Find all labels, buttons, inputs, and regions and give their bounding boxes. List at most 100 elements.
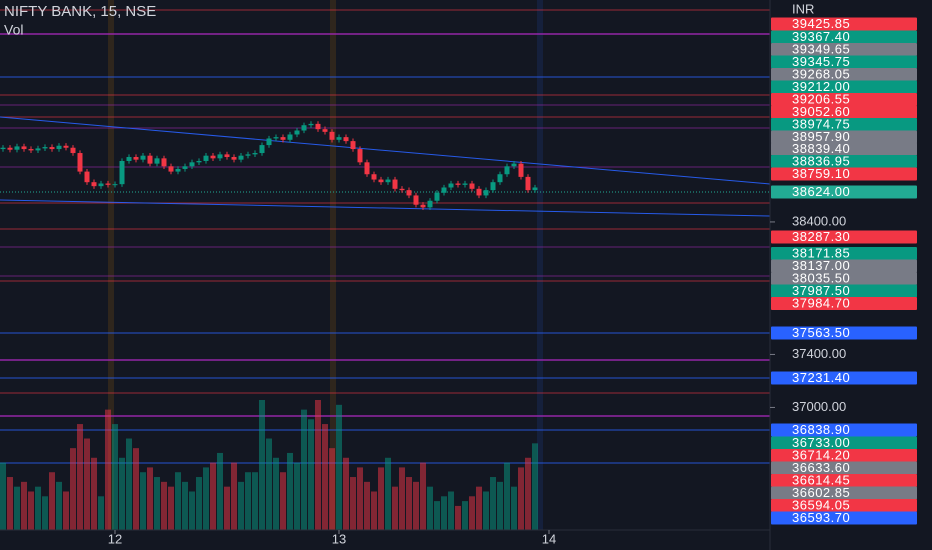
volume-bar (0, 462, 6, 530)
price-tag-label: 38839.40 (792, 141, 850, 156)
volume-bar (413, 481, 419, 530)
volume-bar (329, 448, 335, 530)
volume-bar (462, 501, 468, 530)
price-tag-label: 36714.20 (792, 447, 850, 462)
volume-bar (84, 438, 90, 530)
candle-body (385, 179, 391, 183)
x-tick-label: 12 (108, 531, 122, 546)
candle-body (105, 183, 111, 185)
price-tag (771, 449, 917, 462)
price-tag (771, 326, 917, 340)
candle-body (511, 163, 517, 167)
price-tag-label: 36594.05 (792, 497, 850, 512)
candle-body (231, 157, 237, 160)
price-tag-label: 37563.50 (792, 325, 850, 340)
price-tag-label: 38171.85 (792, 245, 850, 260)
volume-bar (119, 457, 125, 530)
volume-bar (483, 491, 489, 530)
candle-body (378, 179, 384, 183)
price-tag (771, 30, 917, 44)
currency: INR (792, 1, 814, 16)
volume-bar (364, 481, 370, 530)
volume-bar (399, 467, 405, 530)
volume-bar (280, 472, 286, 530)
candle-body (196, 160, 202, 163)
price-tag (771, 461, 917, 475)
candle-body (483, 190, 489, 196)
price-tag (771, 272, 917, 285)
volume-bar (378, 467, 384, 530)
candle-body (210, 155, 216, 159)
price-tag-label: 39206.55 (792, 91, 850, 106)
candle-body (406, 190, 412, 196)
price-tag-label: 38836.95 (792, 153, 850, 168)
candle-body (49, 147, 55, 150)
volume-bar (161, 481, 167, 530)
volume-bar (49, 472, 55, 530)
volume-bar (511, 486, 517, 530)
price-tag (771, 155, 917, 168)
volume-bar (147, 467, 153, 530)
price-tag-label: 39052.60 (792, 104, 850, 119)
volume-bar (525, 457, 531, 530)
price-tag (771, 55, 917, 69)
price-tag (771, 167, 917, 181)
y-tick-label: 38400.00 (792, 213, 846, 228)
separator (330, 0, 336, 530)
volume-bar (420, 462, 426, 530)
candle-body (140, 155, 146, 160)
volume-bar (28, 491, 34, 530)
volume-bar (7, 477, 13, 530)
volume-bar (231, 462, 237, 530)
candle-body (14, 146, 20, 150)
candle-body (455, 183, 461, 185)
volume-bar (301, 409, 307, 530)
price-tag (771, 118, 917, 131)
x-tick-label: 13 (332, 531, 346, 546)
candle-body (112, 184, 118, 186)
price-tag-label: 38957.90 (792, 129, 850, 144)
candle-body (420, 204, 426, 208)
candle-body (168, 166, 174, 172)
volume-bar (532, 443, 538, 530)
candle-body (301, 125, 307, 131)
price-tag (771, 105, 917, 119)
separator (108, 0, 114, 530)
volume-bar (469, 496, 475, 530)
volume-bar (105, 409, 111, 530)
volume-bar (308, 419, 314, 530)
candle-body (119, 160, 125, 185)
price-tag (771, 80, 917, 94)
volume-bar (42, 496, 48, 530)
price-tag (771, 499, 917, 512)
candle-body (245, 154, 251, 156)
price-tag-label: 36633.60 (792, 460, 850, 475)
candle-body (273, 137, 279, 139)
volume-bar (238, 481, 244, 530)
volume-bar (175, 472, 181, 530)
price-tag-label: 36614.45 (792, 472, 850, 487)
volume-bar (189, 491, 195, 530)
volume-bar (210, 462, 216, 530)
volume-bar (77, 424, 83, 530)
candle-body (154, 158, 160, 164)
candle-body (252, 153, 258, 155)
volume-bar (357, 467, 363, 530)
price-tag (771, 474, 917, 487)
price-tag-label: 39268.05 (792, 66, 850, 81)
price-tag-label: 37984.70 (792, 295, 850, 310)
candle-body (126, 157, 132, 161)
candle-body (371, 174, 377, 180)
volume-bar (448, 491, 454, 530)
price-tag-label: 38624.00 (792, 184, 850, 199)
volume-bar (196, 477, 202, 530)
price-tag-label: 39425.85 (792, 16, 850, 31)
candle-body (441, 187, 447, 193)
candle-body (63, 145, 69, 148)
price-tag-label: 39345.75 (792, 54, 850, 69)
candle-body (189, 162, 195, 167)
price-tag-label: 36593.70 (792, 510, 850, 525)
candle-body (329, 131, 335, 140)
candle-body (98, 183, 104, 187)
